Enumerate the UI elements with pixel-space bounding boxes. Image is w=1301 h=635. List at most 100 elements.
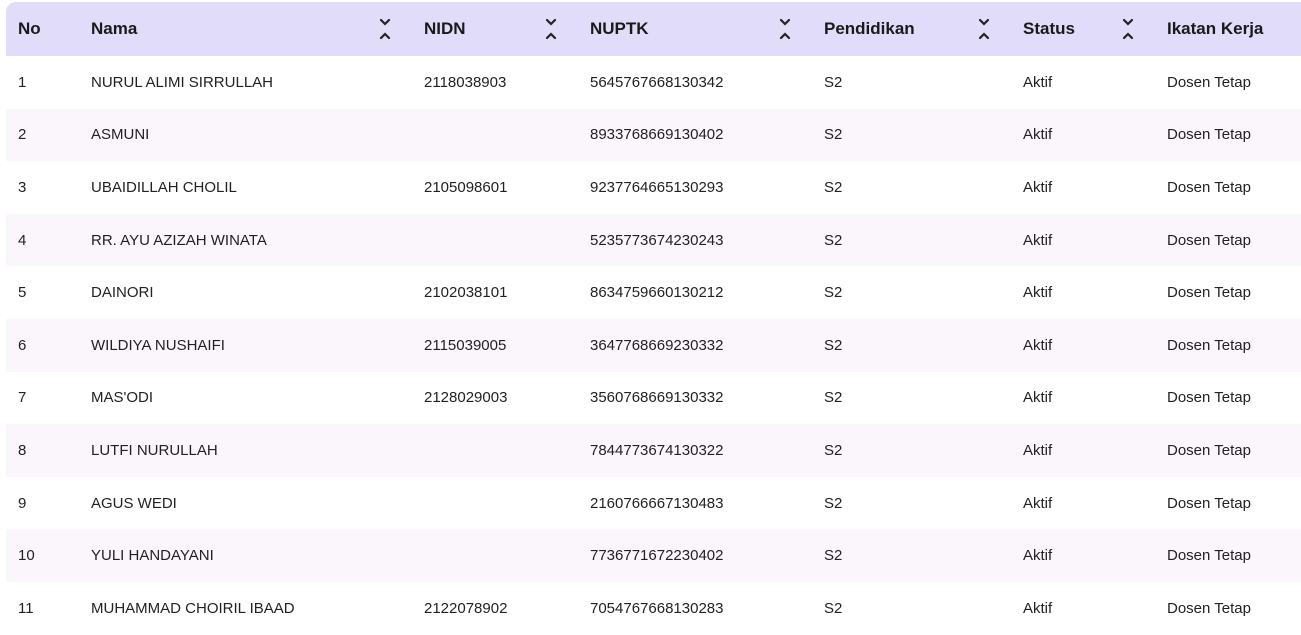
cell-status: Aktif [1023, 284, 1053, 302]
cell-ikatan-kerja: Dosen Tetap [1167, 178, 1251, 196]
sort-icon[interactable] [779, 18, 791, 40]
cell-pendidikan: S2 [824, 284, 843, 302]
cell-no: 9 [18, 494, 27, 512]
table-row[interactable]: 10 YULI HANDAYANI 7736771672230402 S2 Aktif D… [6, 529, 1301, 582]
cell-nuptk: 9237764665130293 [590, 178, 724, 196]
cell-nuptk: 5235773674230243 [590, 231, 724, 249]
cell-nuptk: 3560768669130332 [590, 389, 724, 407]
table-row[interactable]: 5 DAINORI 2102038101 8634759660130212 S2 Akti… [6, 266, 1301, 319]
cell-ikatan-kerja: Dosen Tetap [1167, 231, 1251, 249]
table-row[interactable]: 8 LUTFI NURULLAH 7844773674130322 S2 Aktif Do… [6, 424, 1301, 477]
column-header-no: No [6, 2, 85, 56]
cell-no: 10 [18, 547, 35, 565]
lecturer-table: No Nama NIDN NUPTK Pendidikan Status Ikatan Ke… [6, 2, 1301, 635]
cell-nidn: 2105098601 [424, 178, 508, 196]
cell-pendidikan: S2 [824, 547, 843, 565]
cell-status: Aktif [1023, 441, 1053, 459]
cell-status: Aktif [1023, 389, 1053, 407]
cell-status: Aktif [1023, 73, 1053, 91]
cell-nuptk: 7054767668130283 [590, 599, 724, 617]
column-label: Nama [91, 19, 138, 38]
column-label: Pendidikan [824, 19, 915, 38]
column-header-nama[interactable]: Nama [85, 2, 418, 56]
table-header: No Nama NIDN NUPTK Pendidikan Status Ikatan Ke… [6, 2, 1301, 56]
column-label: Ikatan Kerja [1167, 19, 1264, 38]
cell-pendidikan: S2 [824, 178, 843, 196]
cell-nuptk: 7736771672230402 [590, 547, 724, 565]
column-label: NUPTK [590, 19, 649, 38]
cell-status: Aktif [1023, 178, 1053, 196]
sort-icon[interactable] [978, 18, 990, 40]
cell-no: 2 [18, 126, 27, 144]
cell-ikatan-kerja: Dosen Tetap [1167, 599, 1251, 617]
cell-nuptk: 2160766667130483 [590, 494, 724, 512]
cell-nuptk: 7844773674130322 [590, 441, 724, 459]
column-header-nidn[interactable]: NIDN [418, 2, 584, 56]
column-label: No [18, 19, 41, 38]
cell-pendidikan: S2 [824, 73, 843, 91]
table-row[interactable]: 7 MAS'ODI 2128029003 3560768669130332 S2 Akti… [6, 372, 1301, 425]
column-label: NIDN [424, 19, 466, 38]
column-header-nuptk[interactable]: NUPTK [584, 2, 818, 56]
cell-no: 7 [18, 389, 27, 407]
cell-no: 6 [18, 336, 27, 354]
cell-nama: ASMUNI [91, 126, 150, 144]
cell-nidn: 2128029003 [424, 389, 508, 407]
cell-nama: AGUS WEDI [91, 494, 177, 512]
column-header-pendidikan[interactable]: Pendidikan [818, 2, 1017, 56]
cell-nama: WILDIYA NUSHAIFI [91, 336, 225, 354]
cell-status: Aktif [1023, 336, 1053, 354]
cell-no: 4 [18, 231, 27, 249]
cell-status: Aktif [1023, 599, 1053, 617]
cell-nidn [418, 424, 584, 477]
cell-ikatan-kerja: Dosen Tetap [1167, 73, 1251, 91]
table-row[interactable]: 11 MUHAMMAD CHOIRIL IBAAD 2122078902 705476… [6, 582, 1301, 635]
cell-nuptk: 8634759660130212 [590, 284, 724, 302]
cell-nama: LUTFI NURULLAH [91, 441, 218, 459]
sort-icon[interactable] [1122, 18, 1134, 40]
table-row[interactable]: 1 NURUL ALIMI SIRRULLAH 2118038903 56457676… [6, 56, 1301, 109]
cell-ikatan-kerja: Dosen Tetap [1167, 441, 1251, 459]
cell-pendidikan: S2 [824, 336, 843, 354]
cell-nama: NURUL ALIMI SIRRULLAH [91, 73, 273, 91]
cell-ikatan-kerja: Dosen Tetap [1167, 389, 1251, 407]
cell-ikatan-kerja: Dosen Tetap [1167, 547, 1251, 565]
table-row[interactable]: 6 WILDIYA NUSHAIFI 2115039005 3647768669230… [6, 318, 1301, 372]
cell-status: Aktif [1023, 494, 1053, 512]
cell-pendidikan: S2 [824, 126, 843, 144]
cell-nama: YULI HANDAYANI [91, 547, 214, 565]
cell-ikatan-kerja: Dosen Tetap [1167, 336, 1251, 354]
cell-status: Aktif [1023, 126, 1053, 144]
cell-nidn: 2102038101 [424, 284, 508, 302]
table-body: 1 NURUL ALIMI SIRRULLAH 2118038903 56457676… [6, 56, 1301, 635]
cell-no: 1 [18, 73, 27, 91]
cell-nuptk: 8933768669130402 [590, 126, 724, 144]
cell-ikatan-kerja: Dosen Tetap [1167, 284, 1251, 302]
sort-icon[interactable] [379, 18, 391, 40]
cell-nama: UBAIDILLAH CHOLIL [91, 178, 237, 196]
column-header-status[interactable]: Status [1017, 2, 1161, 56]
cell-nidn [418, 529, 584, 582]
cell-pendidikan: S2 [824, 599, 843, 617]
cell-no: 8 [18, 441, 27, 459]
cell-status: Aktif [1023, 547, 1053, 565]
cell-no: 3 [18, 178, 27, 196]
cell-nuptk: 5645767668130342 [590, 73, 724, 91]
table-row[interactable]: 3 UBAIDILLAH CHOLIL 2105098601 923776466513… [6, 161, 1301, 214]
sort-icon[interactable] [545, 18, 557, 40]
cell-no: 11 [18, 599, 34, 617]
cell-pendidikan: S2 [824, 231, 843, 249]
table-row[interactable]: 2 ASMUNI 8933768669130402 S2 Aktif Dosen Teta… [6, 108, 1301, 162]
cell-no: 5 [18, 284, 27, 302]
table-row[interactable]: 9 AGUS WEDI 2160766667130483 S2 Aktif Dosen T… [6, 477, 1301, 530]
table-row[interactable]: 4 RR. AYU AZIZAH WINATA 5235773674230243 S2… [6, 213, 1301, 267]
column-label: Status [1023, 19, 1075, 38]
cell-nama: MAS'ODI [91, 389, 154, 407]
cell-nidn: 2118038903 [424, 73, 507, 91]
cell-pendidikan: S2 [824, 441, 843, 459]
cell-nama: MUHAMMAD CHOIRIL IBAAD [91, 599, 295, 617]
cell-ikatan-kerja: Dosen Tetap [1167, 126, 1251, 144]
cell-nama: RR. AYU AZIZAH WINATA [91, 231, 267, 249]
cell-nama: DAINORI [91, 284, 154, 302]
cell-nidn: 2122078902 [424, 599, 508, 617]
